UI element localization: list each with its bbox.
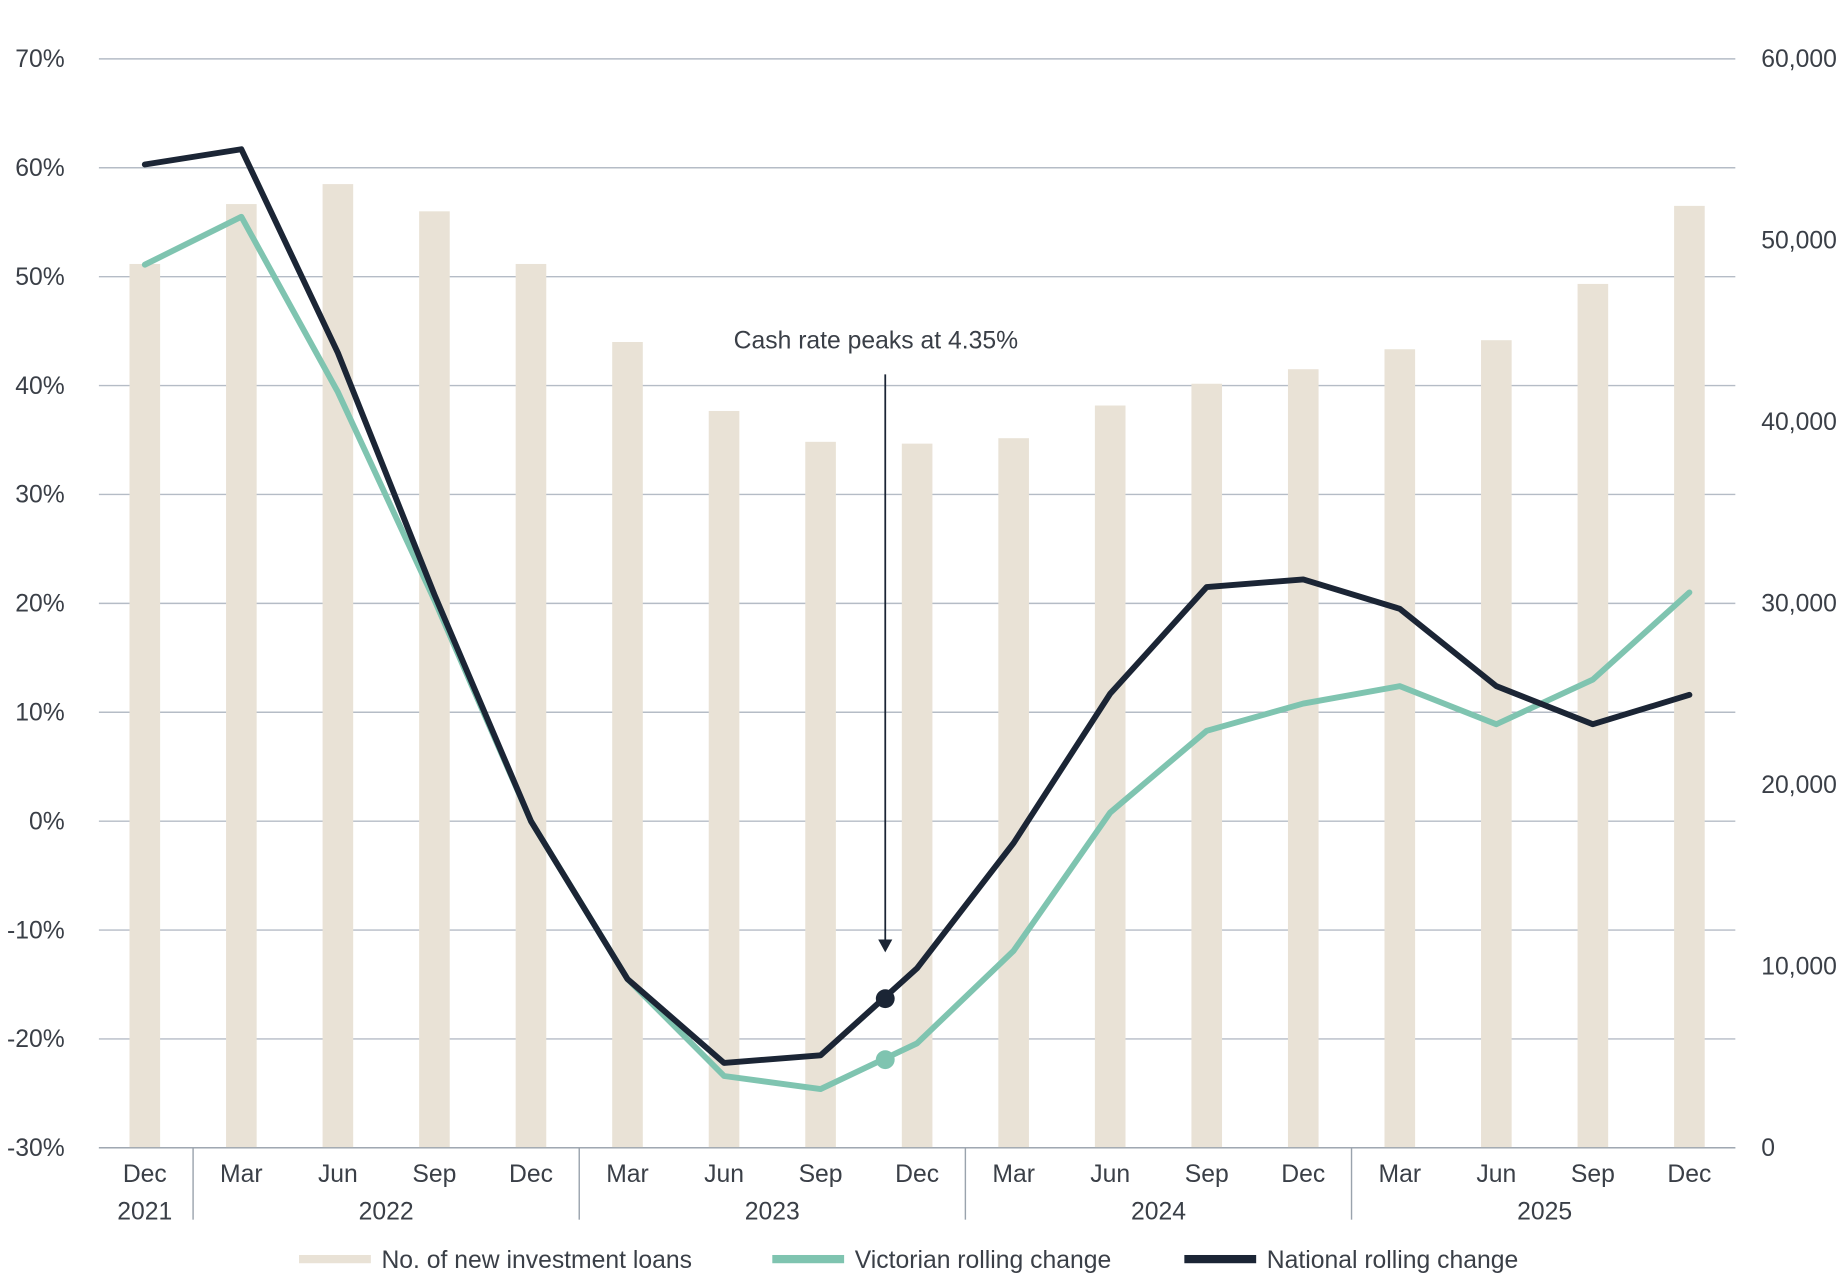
right-axis-tick-label: 60,000 (1761, 46, 1837, 73)
bar-12 (1287, 369, 1319, 1148)
x-tick-label: Jun (318, 1161, 358, 1188)
x-tick-label: Dec (1667, 1161, 1711, 1188)
legend-label: No. of new investment loans (381, 1247, 692, 1274)
left-axis-tick-label: 30% (15, 482, 64, 509)
legend-swatch (299, 1254, 371, 1264)
x-tick-label: Mar (992, 1161, 1035, 1188)
left-axis-tick-label: 0% (29, 808, 65, 835)
x-tick-label: Dec (509, 1161, 553, 1188)
left-axis-tick-label: -30% (7, 1135, 65, 1162)
left-axis-tick-label: 20% (15, 591, 64, 618)
bar-4 (515, 263, 547, 1148)
legend-label: National rolling change (1267, 1247, 1518, 1274)
right-axis-tick-label: 0 (1761, 1135, 1775, 1162)
line-national-rolling-change (141, 146, 1693, 1066)
year-label: 2023 (745, 1199, 800, 1226)
left-axis-tick-label: -20% (7, 1026, 65, 1053)
left-axis-tick-label: 10% (15, 699, 64, 726)
x-tick-label: Sep (1571, 1161, 1615, 1188)
annotation-label: Cash rate peaks at 4.35% (734, 327, 1018, 354)
bar-16 (1674, 205, 1705, 1148)
legend-label: Victorian rolling change (855, 1247, 1112, 1274)
right-axis-tick-label: 10,000 (1761, 954, 1837, 981)
bar-9 (998, 438, 1029, 1148)
bar-7 (805, 441, 836, 1148)
bar-11 (1191, 383, 1223, 1148)
x-tick-label: Sep (799, 1161, 843, 1188)
bar-0 (129, 263, 161, 1148)
legend-swatch (772, 1254, 845, 1264)
x-tick-label: Dec (895, 1161, 939, 1188)
bar-10 (1094, 405, 1126, 1148)
left-axis-tick-label: 50% (15, 264, 64, 291)
victorian-marker (875, 1050, 895, 1070)
right-axis-tick-label: 30,000 (1761, 591, 1837, 618)
annotation-arrowhead (878, 939, 893, 953)
bar-2 (322, 184, 354, 1148)
annotation: Cash rate peaks at 4.35% (734, 327, 1018, 1070)
left-axis-tick-label: 40% (15, 373, 64, 400)
x-tick-label: Dec (123, 1161, 167, 1188)
left-axis-tick-label: 70% (15, 46, 64, 73)
x-tick-label: Sep (1185, 1161, 1229, 1188)
axes: 70% 60% 50% 40% 30% 20% 10% 0% -10% -20% -30% 60,00… (7, 46, 1837, 1226)
right-axis-tick-label: 40,000 (1761, 409, 1837, 436)
x-tick-label: Mar (220, 1161, 263, 1188)
year-label: 2022 (359, 1199, 414, 1226)
right-axis-tick-label: 20,000 (1761, 772, 1837, 799)
x-tick-label: Jun (1090, 1161, 1130, 1188)
x-tick-label: Jun (1476, 1161, 1516, 1188)
year-label: 2021 (117, 1199, 172, 1226)
bar-6 (708, 410, 740, 1148)
left-axis-tick-label: -10% (7, 917, 65, 944)
line-series (141, 146, 1693, 1092)
x-tick-label: Mar (1379, 1161, 1422, 1188)
bar-14 (1481, 340, 1512, 1148)
x-tick-label: Mar (606, 1161, 649, 1188)
x-tick-label: Jun (704, 1161, 744, 1188)
left-axis-tick-label: 60% (15, 155, 64, 182)
year-label: 2024 (1131, 1199, 1186, 1226)
legend: No. of new investment loans Victorian rol… (299, 1247, 1518, 1274)
line-victorian-rolling-change (141, 213, 1693, 1092)
x-tick-label: Sep (412, 1161, 456, 1188)
bar-15 (1577, 283, 1609, 1148)
bar-3 (419, 211, 450, 1148)
national-marker (875, 989, 895, 1009)
right-axis-tick-label: 50,000 (1761, 228, 1837, 255)
legend-swatch (1184, 1254, 1257, 1264)
year-label: 2025 (1517, 1199, 1572, 1226)
bar-1 (226, 204, 257, 1148)
bar-5 (612, 342, 643, 1148)
x-tick-label: Dec (1281, 1161, 1325, 1188)
bar-13 (1384, 349, 1416, 1148)
